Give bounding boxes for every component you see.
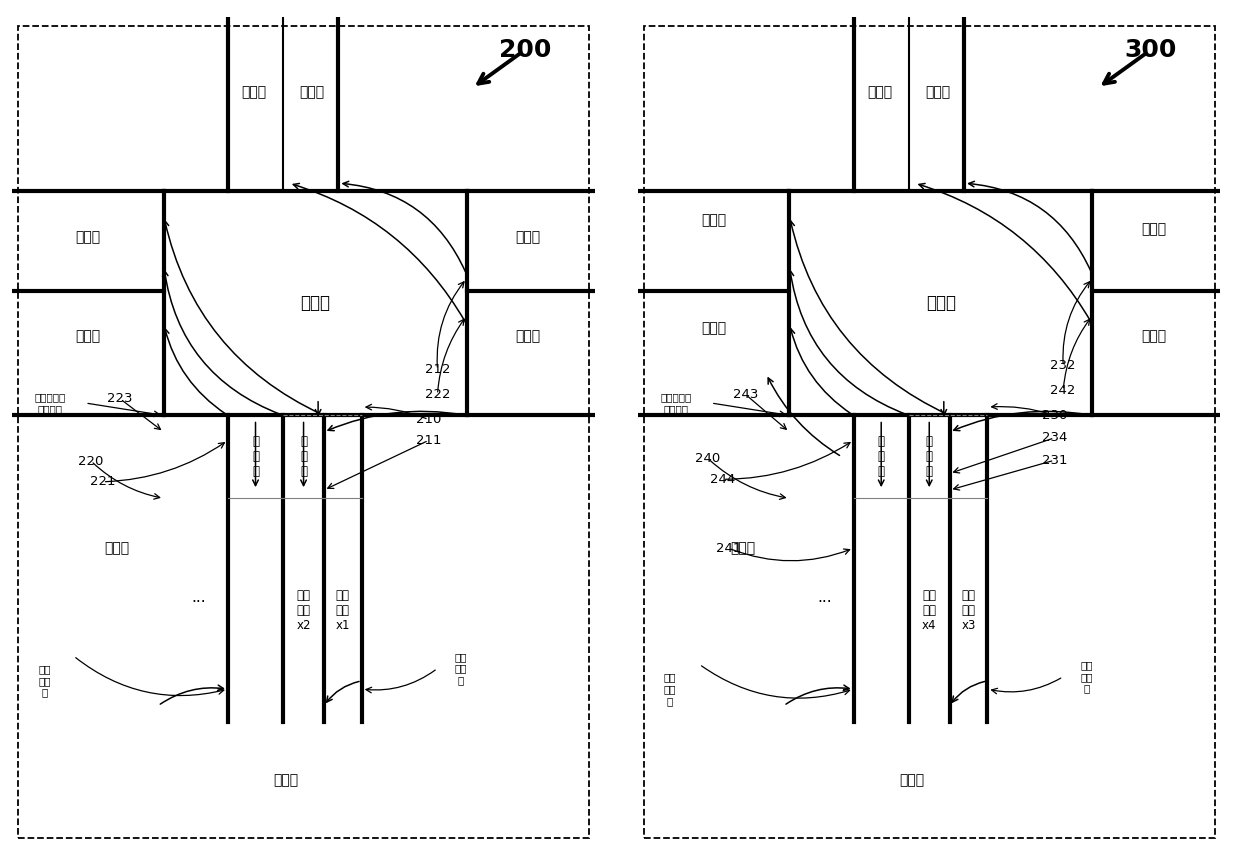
Text: 路口区驶出
口边界线: 路口区驶出 口边界线 [35, 392, 66, 414]
Text: 入口
车道
x2: 入口 车道 x2 [296, 589, 311, 632]
Text: 入口道: 入口道 [1141, 222, 1166, 236]
Text: 210: 210 [416, 413, 441, 426]
Text: 入口道: 入口道 [900, 773, 924, 787]
Text: 出口道: 出口道 [76, 230, 100, 245]
Text: 车道
分隔
线: 车道 分隔 线 [38, 664, 51, 697]
Text: 路口区: 路口区 [926, 295, 957, 313]
Text: 212: 212 [425, 363, 450, 377]
Text: 223: 223 [108, 392, 133, 405]
Text: 引
导
区: 引 导 区 [300, 435, 307, 479]
Text: 入口道: 入口道 [76, 329, 100, 344]
Text: 出口道: 出口道 [701, 213, 726, 227]
Text: 211: 211 [416, 434, 441, 447]
Text: 232: 232 [1051, 359, 1075, 372]
Text: 出口道: 出口道 [730, 541, 756, 556]
Text: 入口道: 入口道 [274, 773, 299, 787]
Text: 出口道: 出口道 [515, 329, 540, 344]
Text: 路口区: 路口区 [300, 295, 331, 313]
Text: 引
导
区: 引 导 区 [926, 435, 933, 479]
Text: 车道
分隔
线: 车道 分隔 线 [664, 672, 676, 706]
Text: 222: 222 [425, 388, 450, 401]
Text: 221: 221 [90, 475, 115, 488]
Text: 入口
车道
x4: 入口 车道 x4 [922, 589, 937, 632]
Text: 242: 242 [1051, 384, 1075, 397]
Text: 出口道: 出口道 [104, 541, 130, 556]
Text: 入口
车道
x1: 入口 车道 x1 [336, 589, 351, 632]
Text: 入口道: 入口道 [515, 230, 540, 245]
Text: 车道
分隔
线: 车道 分隔 线 [455, 651, 467, 685]
Text: 231: 231 [1042, 454, 1067, 467]
Text: 243: 243 [733, 388, 758, 401]
Text: 车道
分隔
线: 车道 分隔 线 [1080, 660, 1093, 693]
Text: 入口
车道
x3: 入口 车道 x3 [961, 589, 976, 632]
Text: 出口道: 出口道 [926, 85, 950, 99]
Text: 引
导
区: 引 导 区 [877, 435, 885, 479]
Text: ...: ... [817, 590, 831, 606]
Text: 引
导
区: 引 导 区 [252, 435, 259, 479]
Text: 241: 241 [716, 542, 741, 555]
Text: 300: 300 [1124, 39, 1177, 62]
Text: 234: 234 [1042, 431, 1067, 444]
Text: 路口区驶出
口边界线: 路口区驶出 口边界线 [660, 392, 691, 414]
Text: 200: 200 [498, 39, 551, 62]
Text: 入口道: 入口道 [701, 321, 726, 335]
Text: 入口道: 入口道 [867, 85, 892, 99]
Text: 240: 240 [695, 452, 721, 465]
Text: ...: ... [191, 590, 206, 606]
Text: 出口道: 出口道 [300, 85, 325, 99]
Text: 244: 244 [710, 473, 735, 486]
Text: 入口道: 入口道 [242, 85, 266, 99]
Text: 220: 220 [78, 454, 104, 467]
Text: 230: 230 [1042, 409, 1067, 422]
Text: 出口道: 出口道 [1141, 329, 1166, 344]
